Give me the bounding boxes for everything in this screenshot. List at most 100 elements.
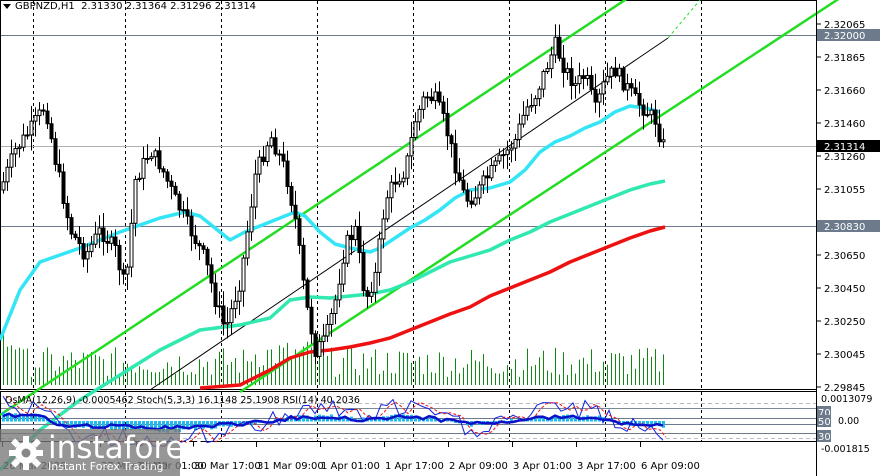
moving-average-line: [199, 225, 666, 390]
candle-bearish: [393, 181, 398, 185]
candle-bearish: [429, 96, 434, 102]
candle-bullish: [369, 291, 374, 297]
osma-bar: [398, 416, 401, 422]
candle-bearish: [441, 101, 446, 114]
candle-bullish: [9, 153, 14, 168]
osma-bar: [98, 421, 101, 430]
candle-bearish: [561, 57, 566, 73]
osma-bar: [534, 416, 537, 422]
candle-bullish: [337, 283, 342, 301]
candle-bearish: [73, 233, 78, 239]
candle-bearish: [365, 290, 370, 297]
candle-bullish: [329, 313, 334, 325]
candle-bullish: [265, 145, 270, 163]
candle-bearish: [313, 333, 318, 357]
time-tick-label: 30 Mar 17:00: [194, 461, 261, 472]
candle-bearish: [185, 209, 190, 217]
candle-bearish: [177, 193, 182, 211]
osma-bar: [10, 413, 13, 422]
candle-bearish: [453, 143, 458, 174]
candle-bullish: [217, 305, 222, 308]
candle-bearish: [305, 279, 310, 308]
osma-bar: [370, 418, 373, 422]
candle-bearish: [589, 74, 594, 90]
osc-axis-mid: 0.00: [838, 416, 859, 427]
candle-bearish: [593, 88, 598, 103]
price-tick-label: 2.30650: [824, 251, 865, 262]
osma-bar: [38, 414, 41, 422]
candle-bullish: [417, 108, 422, 123]
candle-bearish: [457, 172, 462, 181]
candle-bullish: [649, 109, 654, 116]
osma-bar: [138, 421, 141, 431]
osma-bar: [90, 421, 93, 430]
osma-bar: [154, 421, 157, 431]
osma-bar: [454, 421, 457, 423]
osma-bar: [650, 421, 653, 428]
osma-bar: [554, 415, 557, 422]
candle-bearish: [221, 305, 226, 325]
candle-bearish: [261, 156, 266, 163]
candle-bearish: [485, 175, 490, 179]
osma-bar: [94, 421, 97, 428]
candle-bullish: [533, 98, 538, 106]
osma-bar: [646, 421, 649, 426]
channel-lower-line[interactable]: [239, 0, 840, 394]
channel-upper-line[interactable]: [0, 0, 640, 417]
candle-bullish: [413, 121, 418, 139]
osma-bar: [414, 415, 417, 422]
candle-bearish: [209, 264, 214, 284]
price-badge-label: 2.30830: [824, 222, 865, 233]
osma-bar: [250, 421, 253, 426]
rsi-line: [2, 412, 664, 431]
osma-bar: [30, 413, 33, 422]
osc-level-label: 50: [818, 417, 831, 428]
time-tick-label: 1 Apr 01:00: [321, 461, 380, 472]
time-tick-label: 31 Mar 09:00: [257, 461, 324, 472]
candle-bullish: [405, 155, 410, 179]
candle-bullish: [493, 160, 498, 166]
dropdown-arrow-icon[interactable]: [3, 3, 11, 9]
candle-bullish: [29, 120, 34, 136]
osma-bar: [26, 413, 29, 422]
candle-bullish: [397, 181, 402, 185]
candle-bearish: [121, 269, 126, 275]
regression-channel[interactable]: [0, 0, 840, 417]
candle-bullish: [325, 323, 330, 337]
candle-bullish: [409, 137, 414, 157]
osma-bar: [62, 421, 65, 426]
level-price-badge: [817, 220, 880, 232]
candle-bullish: [577, 75, 582, 85]
candle-bullish: [249, 206, 254, 233]
candle-bullish: [525, 106, 530, 116]
osma-bar: [206, 421, 209, 428]
symbol-label: GBPNZD,H1: [15, 1, 75, 12]
candle-bearish: [285, 160, 290, 188]
candle-bearish: [213, 282, 218, 307]
candle-bullish: [85, 251, 90, 260]
candle-bullish: [137, 177, 142, 181]
osma-bar: [170, 421, 173, 431]
chart-title: GBPNZD,H1 2.31330 2.31364 2.31296 2.3131…: [3, 1, 256, 12]
osma-bar: [346, 418, 349, 422]
candle-bearish: [613, 67, 618, 77]
candle-bullish: [345, 234, 350, 264]
candle-bullish: [341, 262, 346, 285]
candle-bearish: [49, 123, 54, 140]
candlesticks: [1, 24, 666, 365]
price-tick-label: 2.31260: [824, 152, 865, 163]
channel-middle-line[interactable]: [149, 37, 669, 391]
osma-bar: [542, 417, 545, 422]
candle-bullish: [529, 104, 534, 108]
price-axis[interactable]: 2.32065 2.31865 2.31660 2.31460 2.31260 2.310…: [816, 0, 881, 476]
candle-bullish: [89, 243, 94, 253]
instaforex-logo: instaforex Instant Forex Trading: [0, 429, 202, 476]
osma-bar: [102, 421, 105, 429]
logo-brand: instaforex: [48, 430, 203, 466]
price-tick-label: 2.31865: [824, 53, 865, 64]
osma-bar: [450, 421, 453, 422]
candle-bullish: [229, 308, 234, 324]
osma-bar: [362, 417, 365, 422]
osma-bar: [310, 417, 313, 422]
